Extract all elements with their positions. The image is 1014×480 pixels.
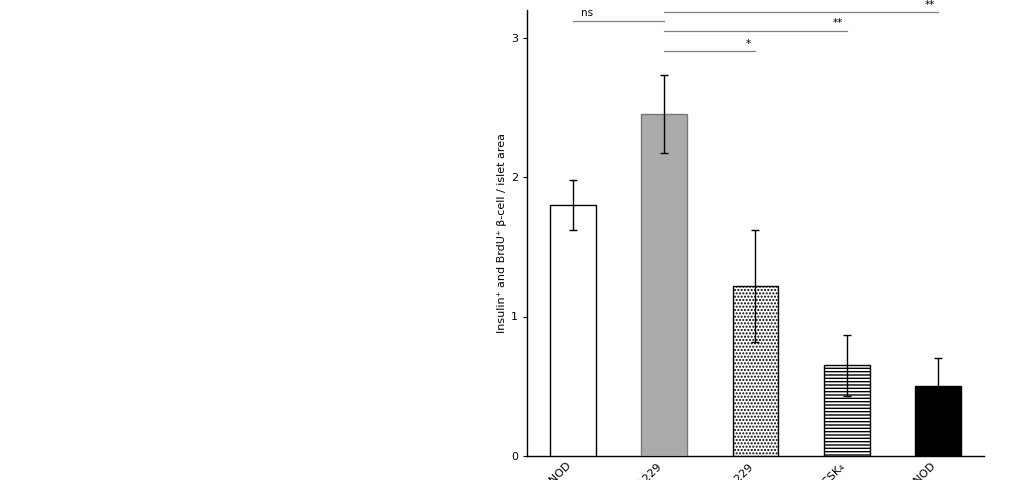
Text: **: **	[925, 0, 935, 10]
Text: *: *	[745, 39, 750, 48]
Text: **: **	[832, 18, 843, 28]
Bar	[642, 114, 687, 456]
Bar	[551, 205, 596, 456]
Y-axis label: Insulin⁺ and BrdU⁺ β-cell / islet area: Insulin⁺ and BrdU⁺ β-cell / islet area	[497, 133, 507, 333]
Bar	[823, 365, 870, 456]
Bar	[916, 386, 961, 456]
Bar	[732, 286, 779, 456]
Text: ns: ns	[581, 8, 592, 18]
